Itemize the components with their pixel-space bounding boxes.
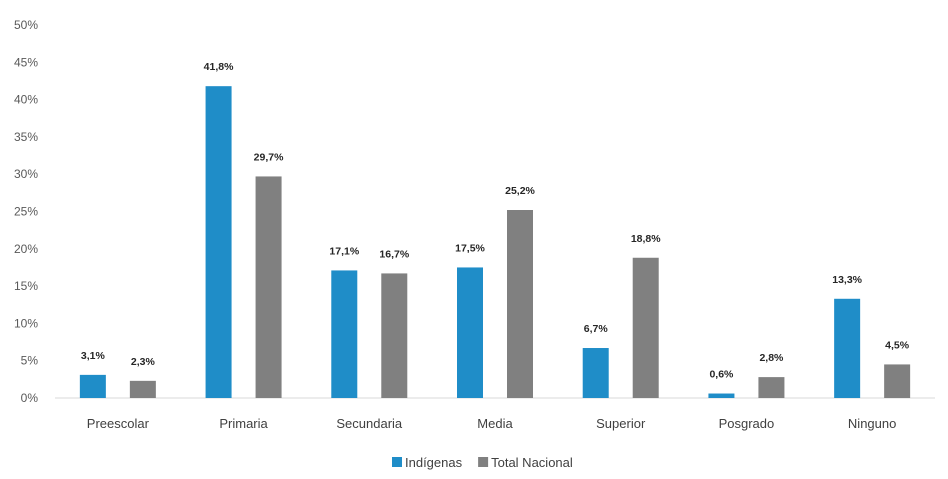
legend-label-indigenas: Indígenas — [405, 455, 463, 470]
data-label: 18,8% — [631, 233, 661, 245]
data-labels: 3,1% 2,3% 41,8% 29,7% 17,1% 16,7% 17,5% 25,2% 6,… — [81, 61, 910, 380]
bar-indigenas-ninguno — [834, 298, 861, 398]
bar-total-nacional-primaria — [255, 176, 282, 398]
y-tick-label: 20% — [14, 242, 38, 256]
bar-indigenas-preescolar — [79, 374, 106, 398]
data-label: 13,3% — [832, 274, 862, 286]
x-axis: Preescolar Primaria Secundaria Media Superio… — [87, 416, 897, 431]
legend-label-total-nacional: Total Nacional — [491, 455, 573, 470]
x-tick-label: Posgrado — [719, 416, 775, 431]
data-label: 2,8% — [759, 352, 784, 364]
legend-swatch-total-nacional — [478, 457, 489, 467]
bar-indigenas-media — [457, 267, 483, 398]
data-label: 41,8% — [204, 61, 234, 73]
legend: Indígenas Total Nacional — [392, 455, 573, 470]
bar-indigenas-superior — [582, 348, 609, 398]
bar-total-nacional-superior — [632, 257, 659, 398]
bar-total-nacional-media — [507, 210, 533, 398]
bar-indigenas-posgrado — [708, 393, 735, 398]
data-label: 17,1% — [329, 245, 359, 257]
legend-swatch-indigenas — [392, 457, 402, 467]
x-tick-label: Superior — [596, 416, 646, 431]
x-tick-label: Secundaria — [336, 416, 403, 431]
bar-total-nacional-ninguno — [884, 364, 911, 398]
y-tick-label: 0% — [21, 391, 39, 405]
y-tick-label: 35% — [14, 130, 38, 144]
data-label: 6,7% — [584, 323, 609, 335]
y-tick-label: 45% — [14, 55, 38, 69]
data-label: 0,6% — [709, 369, 734, 381]
y-tick-label: 10% — [14, 316, 38, 330]
data-label: 3,1% — [81, 350, 106, 362]
data-label: 4,5% — [885, 339, 910, 351]
data-label: 25,2% — [505, 185, 535, 197]
y-tick-label: 15% — [14, 279, 38, 293]
data-label: 29,7% — [254, 151, 284, 163]
y-tick-label: 40% — [14, 93, 38, 107]
y-tick-label: 25% — [14, 205, 38, 219]
bar-total-nacional-posgrado — [758, 377, 785, 398]
bar-indigenas-secundaria — [331, 270, 358, 398]
x-tick-label: Ninguno — [848, 416, 896, 431]
data-label: 16,7% — [379, 248, 409, 260]
x-tick-label: Media — [477, 416, 513, 431]
bar-total-nacional-secundaria — [381, 273, 408, 398]
bar-total-nacional-preescolar — [129, 380, 156, 398]
y-axis: 0% 5% 10% 15% 20% 25% 30% 35% 40% 45% 50% — [14, 18, 38, 405]
data-label: 2,3% — [131, 356, 156, 368]
data-label: 17,5% — [455, 242, 485, 254]
x-tick-label: Primaria — [219, 416, 268, 431]
y-tick-label: 30% — [14, 167, 38, 181]
y-tick-label: 50% — [14, 18, 38, 32]
bar-indigenas-primaria — [205, 86, 232, 398]
bars — [79, 86, 911, 398]
y-tick-label: 5% — [21, 354, 39, 368]
x-tick-label: Preescolar — [87, 416, 150, 431]
